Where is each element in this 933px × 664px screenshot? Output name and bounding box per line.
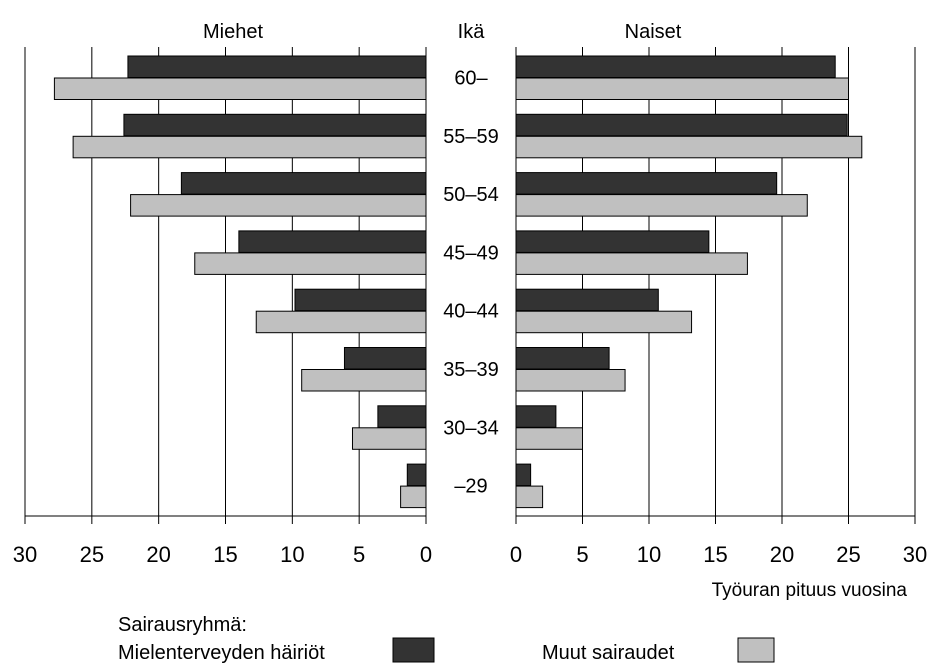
age-label: 45–49 <box>443 242 499 264</box>
legend-swatch-mental <box>392 637 435 663</box>
x-tick-label-left: 0 <box>420 542 432 567</box>
bar-women-mental <box>515 230 710 253</box>
x-tick-label-right: 20 <box>770 542 794 567</box>
x-tick-label-left: 5 <box>353 542 365 567</box>
bar-men-mental <box>180 172 427 195</box>
age-label: 40–44 <box>443 301 499 323</box>
bar-women-other <box>515 485 544 509</box>
bar-men-mental <box>127 55 427 78</box>
tick-labels: 0 0 5 5 10 10 15 15 20 20 25 25 30 30 <box>13 542 927 567</box>
bar-women-other <box>515 369 626 392</box>
age-label: –29 <box>454 476 487 498</box>
panel-title-women: Naiset <box>625 21 682 43</box>
bar-women-mental <box>515 113 848 137</box>
bar-men-other <box>301 369 427 392</box>
bar-men-mental <box>377 405 427 428</box>
x-tick-label-left: 20 <box>146 542 170 567</box>
panel-title-men: Miehet <box>203 21 263 43</box>
age-label: 55–59 <box>443 126 499 148</box>
axes <box>24 47 916 524</box>
bar-women-other <box>515 310 693 334</box>
legend-swatch-other <box>737 637 775 663</box>
age-label: 60– <box>454 68 488 90</box>
bar-men-mental <box>238 230 427 253</box>
x-tick-label-left: 30 <box>13 542 37 567</box>
legend-title: Sairausryhmä: <box>118 614 247 636</box>
bar-men-other <box>255 310 427 334</box>
bar-women-other <box>515 135 863 159</box>
x-tick-label-right: 0 <box>510 542 522 567</box>
bar-men-other <box>72 135 427 159</box>
x-tick-label-left: 25 <box>80 542 104 567</box>
bar-men-mental <box>123 113 427 137</box>
x-tick-label-right: 30 <box>903 542 927 567</box>
bar-men-other <box>53 77 427 100</box>
x-axis-label: Työuran pituus vuosina <box>712 580 908 601</box>
x-tick-label-left: 15 <box>213 542 237 567</box>
bar-men-mental <box>343 347 427 370</box>
bar-women-mental <box>515 405 557 428</box>
bar-women-mental <box>515 347 610 370</box>
bar-women-mental <box>515 172 778 195</box>
bar-women-other <box>515 194 808 217</box>
bar-men-other <box>130 194 427 217</box>
legend-label-other: Muut sairaudet <box>542 642 675 664</box>
x-tick-label-right: 10 <box>637 542 661 567</box>
category-header: Ikä <box>458 21 486 43</box>
x-tick-label-left: 10 <box>280 542 304 567</box>
x-tick-label-right: 25 <box>836 542 860 567</box>
bar-men-other <box>400 485 427 509</box>
bar-women-mental <box>515 55 836 78</box>
bar-men-other <box>194 252 427 275</box>
bar-men-mental <box>294 288 427 312</box>
bars <box>53 55 863 509</box>
x-tick-label-right: 5 <box>576 542 588 567</box>
legend-label-mental: Mielenterveyden häiriöt <box>118 642 325 664</box>
bar-women-other <box>515 427 583 450</box>
bar-women-other <box>515 252 748 275</box>
bar-men-mental <box>406 463 427 487</box>
age-label: 35–39 <box>443 359 499 381</box>
bar-men-other <box>351 427 427 450</box>
age-label: 30–34 <box>443 417 499 439</box>
age-label: 50–54 <box>443 184 499 206</box>
age-labels: 60– 55–59 50–54 45–49 40–44 35–39 30–34 –29 <box>443 68 499 498</box>
bar-women-mental <box>515 288 659 312</box>
bar-women-other <box>515 77 849 100</box>
x-tick-label-right: 15 <box>703 542 727 567</box>
bar-women-mental <box>515 463 532 487</box>
